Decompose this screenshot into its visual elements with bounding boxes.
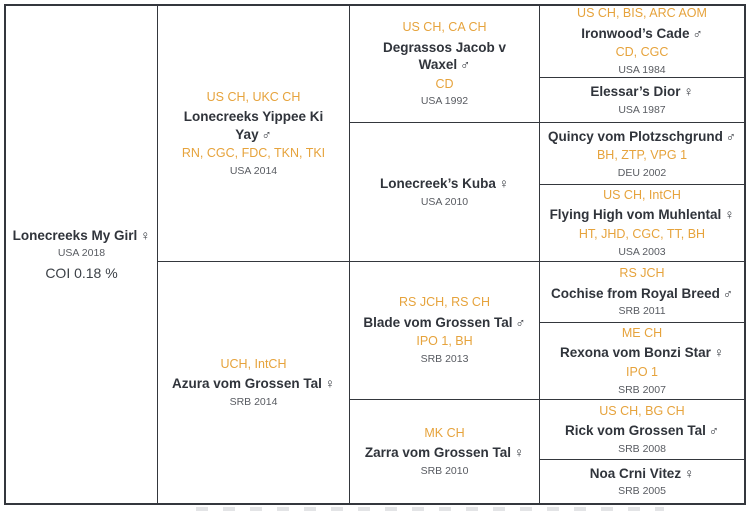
- dog-name: Rick vom Grossen Tal ♂: [565, 422, 719, 440]
- female-symbol: ♀: [713, 345, 724, 361]
- male-symbol: ♂: [515, 314, 526, 330]
- dog-name-text: Azura vom Grossen Tal: [172, 376, 322, 392]
- dog-name-text: Lonecreeks My Girl: [12, 227, 138, 243]
- pedigree-cell-dam: UCH, IntCH Azura vom Grossen Tal ♀ SRB 20…: [158, 262, 350, 503]
- female-symbol: ♀: [513, 445, 525, 461]
- male-symbol: ♂: [708, 423, 719, 439]
- dog-origin: USA 2010: [420, 195, 469, 208]
- dog-name: Quincy vom Plotzschgrund ♂: [548, 128, 736, 146]
- female-symbol: ♀: [498, 176, 509, 192]
- female-symbol: ♀: [684, 465, 695, 481]
- titles-before: RS JCH: [619, 266, 665, 281]
- titles-after: CD: [435, 76, 454, 91]
- dog-name-text: Noa Crni Vitez: [589, 465, 682, 481]
- dog-name: Lonecreeks Yippee Ki Yay ♂: [164, 108, 343, 143]
- dog-origin: USA 1992: [420, 95, 469, 108]
- coi-value: COI 0.18 %: [45, 264, 118, 281]
- dog-origin: USA 1987: [618, 103, 666, 116]
- male-symbol: ♂: [722, 285, 733, 301]
- dog-name: Zarra vom Grossen Tal ♀: [365, 444, 524, 462]
- pedigree-cell-dam-dam: MK CH Zarra vom Grossen Tal ♀ SRB 2010: [350, 400, 540, 503]
- titles-after: HT, JHD, CGC, TT, BH: [578, 226, 706, 241]
- pedigree-cell-sire-dam-sire: Quincy vom Plotzschgrund ♂ BH, ZTP, VPG 1…: [540, 123, 744, 185]
- pedigree-cell-dam-sire-dam: ME CH Rexona vom Bonzi Star ♀ IPO 1 SRB 2…: [540, 323, 744, 400]
- pedigree-cell-dam-sire-sire: RS JCH Cochise from Royal Breed ♂ SRB 201…: [540, 262, 744, 323]
- titles-before: US CH, BG CH: [599, 403, 685, 418]
- male-symbol: ♂: [725, 128, 736, 144]
- dog-name-text: Lonecreeks Yippee Ki Yay: [183, 109, 324, 142]
- titles-before: MK CH: [424, 425, 465, 440]
- dog-name-text: Zarra vom Grossen Tal: [364, 445, 511, 461]
- dog-name: Lonecreek’s Kuba ♀: [380, 175, 509, 193]
- male-symbol: ♂: [692, 25, 703, 41]
- dog-name: Azura vom Grossen Tal ♀: [172, 375, 335, 393]
- pedigree-cell-dam-sire: RS JCH, RS CH Blade vom Grossen Tal ♂ IPO…: [350, 262, 540, 400]
- dog-name-text: Rexona vom Bonzi Star: [560, 345, 711, 361]
- pedigree-cell-sire-dam-dam: US CH, IntCH Flying High vom Muhlental ♀ …: [540, 185, 744, 262]
- dog-name: Noa Crni Vitez ♀: [590, 465, 694, 483]
- dog-origin: USA 1984: [618, 64, 666, 77]
- dog-name-text: Rick vom Grossen Tal: [565, 423, 706, 439]
- titles-before: ME CH: [621, 325, 663, 340]
- titles-before: RS JCH, RS CH: [399, 295, 490, 310]
- dog-name-text: Cochise from Royal Breed: [551, 285, 720, 301]
- dog-name: Rexona vom Bonzi Star ♀: [560, 344, 724, 362]
- pedigree-cell-root: Lonecreeks My Girl ♀ USA 2018 COI 0.18 %: [6, 6, 158, 503]
- titles-after: CD, CGC: [615, 45, 669, 60]
- dog-origin: USA 2003: [618, 245, 666, 258]
- dog-name: Degrassos Jacob v Waxel ♂: [356, 39, 533, 74]
- titles-before: UCH, IntCH: [220, 356, 287, 371]
- clipped-text-fragment: [196, 507, 664, 511]
- dog-name-text: Blade vom Grossen Tal: [363, 314, 513, 330]
- pedigree-cell-sire-sire: US CH, CA CH Degrassos Jacob v Waxel ♂ CD…: [350, 6, 540, 123]
- dog-name: Elessar’s Dior ♀: [590, 83, 693, 101]
- dog-name: Blade vom Grossen Tal ♂: [363, 314, 525, 332]
- dog-name: Flying High vom Muhlental ♀: [550, 206, 735, 224]
- dog-origin: DEU 2002: [617, 166, 667, 179]
- male-symbol: ♂: [261, 126, 272, 142]
- dog-origin: USA 2018: [57, 247, 106, 260]
- dog-origin: SRB 2005: [618, 485, 666, 498]
- pedigree-table: Lonecreeks My Girl ♀ USA 2018 COI 0.18 % …: [4, 4, 746, 505]
- dog-origin: SRB 2013: [420, 353, 469, 366]
- dog-name-text: Ironwood’s Cade: [581, 25, 690, 41]
- dog-origin: USA 2014: [229, 164, 278, 177]
- dog-name-text: Degrassos Jacob v Waxel: [382, 39, 507, 73]
- female-symbol: ♀: [140, 227, 151, 243]
- titles-after: BH, ZTP, VPG 1: [596, 148, 688, 163]
- titles-before: US CH, UKC CH: [206, 89, 301, 104]
- pedigree-cell-sire-sire-dam: Elessar’s Dior ♀ USA 1987: [540, 78, 744, 123]
- dog-origin: SRB 2010: [420, 464, 469, 477]
- dog-name: Cochise from Royal Breed ♂: [551, 285, 733, 303]
- titles-before: US CH, IntCH: [603, 187, 681, 202]
- titles-after: IPO 1: [626, 364, 658, 379]
- dog-name-text: Elessar’s Dior: [590, 84, 681, 100]
- titles-before: US CH, BIS, ARC AOM: [577, 6, 707, 21]
- female-symbol: ♀: [683, 84, 694, 100]
- pedigree-cell-sire: US CH, UKC CH Lonecreeks Yippee Ki Yay ♂ …: [158, 6, 350, 262]
- female-symbol: ♀: [724, 207, 735, 223]
- pedigree-cell-sire-dam: Lonecreek’s Kuba ♀ USA 2010: [350, 123, 540, 262]
- dog-name-text: Flying High vom Muhlental: [549, 207, 722, 223]
- pedigree-cell-dam-dam-sire: US CH, BG CH Rick vom Grossen Tal ♂ SRB 2…: [540, 400, 744, 460]
- dog-origin: SRB 2008: [618, 442, 666, 455]
- dog-name: Ironwood’s Cade ♂: [581, 25, 702, 43]
- dog-name: Lonecreeks My Girl ♀: [13, 227, 151, 245]
- female-symbol: ♀: [324, 376, 335, 392]
- dog-origin: SRB 2011: [618, 305, 666, 318]
- pedigree-cell-dam-dam-dam: Noa Crni Vitez ♀ SRB 2005: [540, 460, 744, 503]
- dog-name-text: Quincy vom Plotzschgrund: [548, 128, 723, 144]
- dog-origin: SRB 2007: [618, 383, 666, 396]
- dog-name-text: Lonecreek’s Kuba: [380, 176, 496, 192]
- titles-after: RN, CGC, FDC, TKN, TKI: [181, 146, 326, 161]
- male-symbol: ♂: [460, 57, 471, 73]
- titles-after: IPO 1, BH: [416, 334, 473, 349]
- pedigree-cell-sire-sire-sire: US CH, BIS, ARC AOM Ironwood’s Cade ♂ CD,…: [540, 6, 744, 78]
- titles-before: US CH, CA CH: [402, 20, 487, 35]
- dog-origin: SRB 2014: [229, 395, 278, 408]
